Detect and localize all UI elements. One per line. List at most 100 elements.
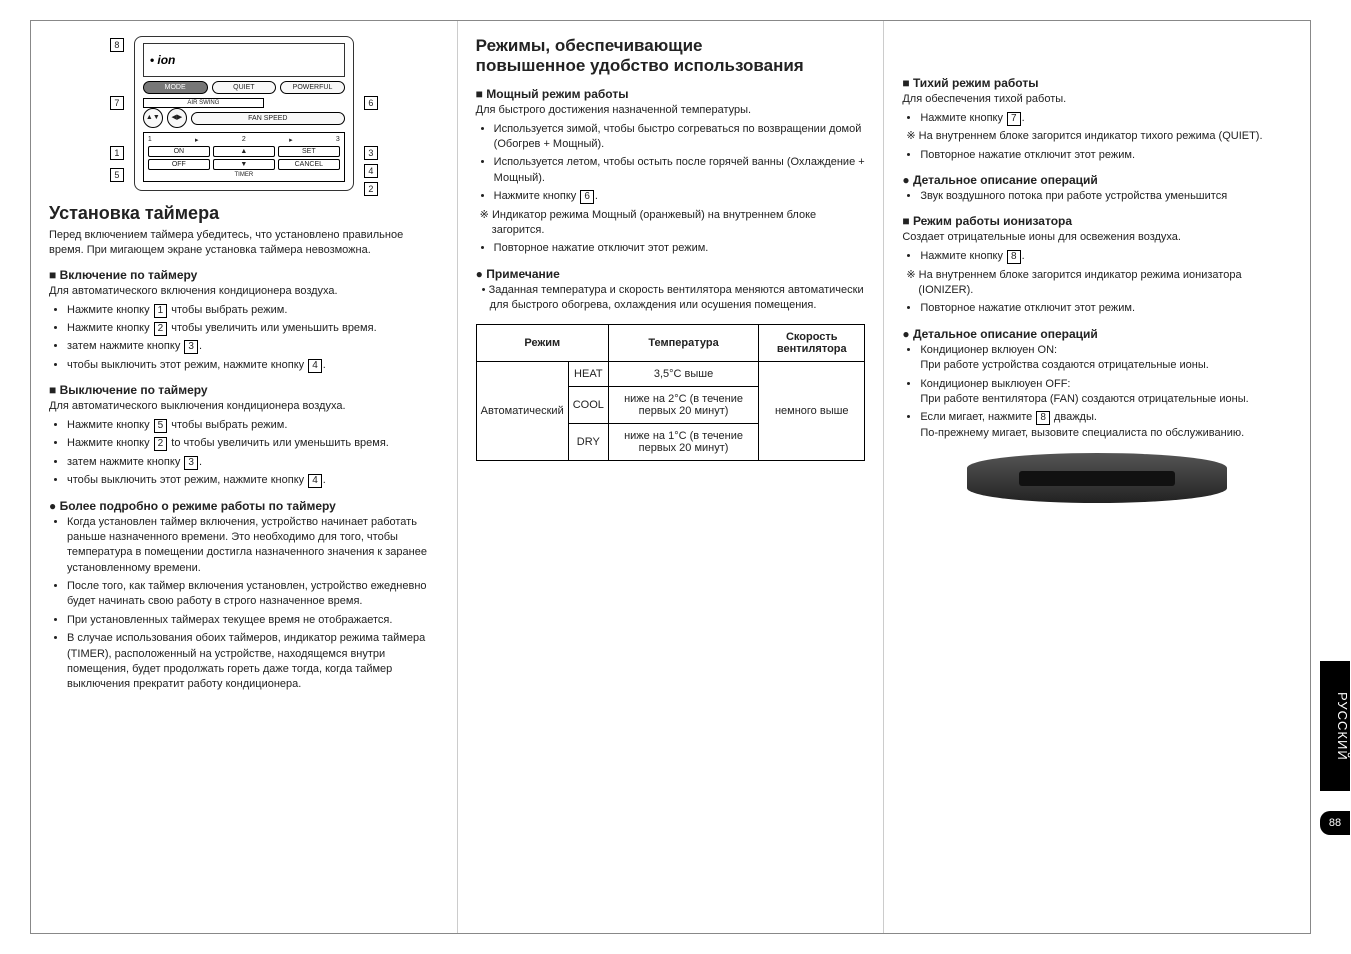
timer-more-title: Более подробно о режиме работы по таймер… (49, 499, 439, 513)
indoor-unit-image (967, 453, 1227, 503)
fanspeed-button: FAN SPEED (191, 112, 345, 125)
timer-heading: Установка таймера (49, 203, 439, 224)
list-item: Повторное нажатие отключит этот режим. (920, 148, 1292, 163)
language-tab: РУССКИЙ (1320, 661, 1350, 791)
timer-off-sub: Для автоматического выключения кондицион… (49, 399, 439, 414)
timer-row-off: OFF ▼ CANCEL (148, 159, 340, 170)
td-auto: Автоматический (476, 361, 568, 460)
column-2: Режимы, обеспечивающие повышенное удобст… (457, 21, 884, 933)
content-border: 8 7 6 1 3 5 4 2 ion MODE QUIET POWERFUL (30, 20, 1311, 934)
num-3: 3 (336, 136, 340, 144)
list-item: В случае использования обоих таймеров, и… (67, 631, 439, 693)
callout-1: 1 (110, 146, 124, 160)
callout-7: 7 (110, 96, 124, 110)
mode-button: MODE (143, 81, 208, 94)
page-number: 88 (1320, 811, 1350, 835)
list-item: При установленных таймерах текущее время… (67, 613, 439, 628)
ion-list2: Повторное нажатие отключит этот режим. (902, 301, 1292, 316)
page: 8 7 6 1 3 5 4 2 ion MODE QUIET POWERFUL (0, 0, 1351, 954)
note-body: • Заданная температура и скорость вентил… (476, 283, 866, 314)
num-1: 1 (148, 136, 152, 144)
td-fan: немного выше (759, 361, 865, 460)
timer-on-sub: Для автоматического включения кондиционе… (49, 284, 439, 299)
power-star: Индикатор режима Мощный (оранжевый) на в… (480, 208, 866, 239)
callout-4: 4 (364, 164, 378, 178)
timer-on-list: Нажмите кнопку 1 чтобы выбрать режим. На… (49, 303, 439, 374)
list-item: Повторное нажатие отключит этот режим. (494, 241, 866, 256)
detail2-list: Кондиционер вклюуен ON: При работе устро… (902, 343, 1292, 441)
note-title: Примечание (476, 267, 866, 281)
modes-heading: Режимы, обеспечивающие повышенное удобст… (476, 36, 866, 77)
mode-table: Режим Температура Скорость вентилятора А… (476, 324, 866, 461)
heading-line2: повышенное удобство использования (476, 56, 804, 75)
ion-star: На внутреннем блоке загорится индикатор … (906, 268, 1292, 299)
list-item: Если мигает, нажмите 8 дважды.По-прежнем… (920, 410, 1292, 441)
power-list2: Повторное нажатие отключит этот режим. (476, 241, 866, 256)
note-text: Заданная температура и скорость вентилят… (489, 284, 864, 311)
detail2-title: Детальное описание операций (902, 327, 1292, 341)
airswing-label: AIR SWING (143, 98, 264, 108)
list-item: Когда установлен таймер включения, устро… (67, 515, 439, 577)
list-item: Нажмите кнопку 2 to чтобы увеличить или … (67, 436, 439, 451)
ion-sub: Создает отрицательные ионы для освежения… (902, 230, 1292, 245)
list-item: Кондиционер вклюуен ON: При работе устро… (920, 343, 1292, 374)
list-item: Нажмите кнопку 5 чтобы выбрать режим. (67, 418, 439, 433)
list-item: Нажмите кнопку 2 чтобы увеличить или уме… (67, 321, 439, 336)
list-item: Нажмите кнопку 6. (494, 189, 866, 204)
detail1-list: Звук воздушного потока при работе устрой… (902, 189, 1292, 204)
th-temp: Температура (608, 324, 758, 361)
list-item: Используется летом, чтобы остыть после г… (494, 155, 866, 186)
num-2: 2 (242, 136, 246, 144)
timer-more-list: Когда установлен таймер включения, устро… (49, 515, 439, 693)
timer-label: TIMER (148, 172, 340, 178)
set-button: SET (278, 146, 340, 157)
off-button: OFF (148, 159, 210, 170)
power-sub: Для быстрого достижения назначенной темп… (476, 103, 866, 118)
ion-label: ion (150, 53, 176, 67)
timer-nums: 1 ▸ 2 ▸ 3 (148, 136, 340, 144)
up-icon: ▲ (213, 146, 275, 157)
cancel-button: CANCEL (278, 159, 340, 170)
td-heat: HEAT (568, 361, 608, 386)
th-fan: Скорость вентилятора (759, 324, 865, 361)
row-mode: MODE QUIET POWERFUL (143, 81, 345, 94)
callout-6: 6 (364, 96, 378, 110)
quiet-list2: Повторное нажатие отключит этот режим. (902, 148, 1292, 163)
quiet-star: На внутреннем блоке загорится индикатор … (906, 129, 1292, 144)
power-title: Мощный режим работы (476, 87, 866, 101)
quiet-title: Тихий режим работы (902, 76, 1292, 90)
down-icon: ▼ (213, 159, 275, 170)
column-1: 8 7 6 1 3 5 4 2 ion MODE QUIET POWERFUL (31, 21, 457, 933)
remote-screen: ion (143, 43, 345, 77)
td-heat-t: 3,5°C выше (608, 361, 758, 386)
td-dry-t: ниже на 1°C (в течение первых 20 минут) (608, 423, 758, 460)
callout-2: 2 (364, 182, 378, 196)
list-item: чтобы выключить этот режим, нажмите кноп… (67, 358, 439, 373)
table-row: Автоматический HEAT 3,5°C выше немного в… (476, 361, 865, 386)
callout-3: 3 (364, 146, 378, 160)
column-3: Тихий режим работы Для обеспечения тихой… (883, 21, 1310, 933)
timer-section: 1 ▸ 2 ▸ 3 ON ▲ SET OFF (143, 132, 345, 182)
quiet-list: Нажмите кнопку 7. (902, 111, 1292, 126)
timer-intro: Перед включением таймера убедитесь, что … (49, 228, 439, 258)
td-cool: COOL (568, 386, 608, 423)
swing-icon: ◀▶ (167, 108, 187, 128)
list-item: • Заданная температура и скорость вентил… (490, 283, 866, 314)
timer-on-title: Включение по таймеру (49, 268, 439, 282)
list-item: чтобы выключить этот режим, нажмите кноп… (67, 473, 439, 488)
timer-off-list: Нажмите кнопку 5 чтобы выбрать режим. На… (49, 418, 439, 489)
callout-8: 8 (110, 38, 124, 52)
list-item: Нажмите кнопку 1 чтобы выбрать режим. (67, 303, 439, 318)
detail1-title: Детальное описание операций (902, 173, 1292, 187)
list-item: Используется зимой, чтобы быстро согрева… (494, 122, 866, 153)
callout-5: 5 (110, 168, 124, 182)
td-cool-t: ниже на 2°C (в течение первых 20 минут) (608, 386, 758, 423)
list-item: затем нажмите кнопку 3. (67, 339, 439, 354)
th-mode: Режим (476, 324, 608, 361)
quiet-sub: Для обеспечения тихой работы. (902, 92, 1292, 107)
timer-row-on: ON ▲ SET (148, 146, 340, 157)
powerful-button: POWERFUL (280, 81, 345, 94)
remote-body: ion MODE QUIET POWERFUL AIR SWING ▲▼ ◀▶ … (134, 36, 354, 191)
power-list: Используется зимой, чтобы быстро согрева… (476, 122, 866, 205)
remote-diagram: 8 7 6 1 3 5 4 2 ion MODE QUIET POWERFUL (134, 36, 354, 191)
